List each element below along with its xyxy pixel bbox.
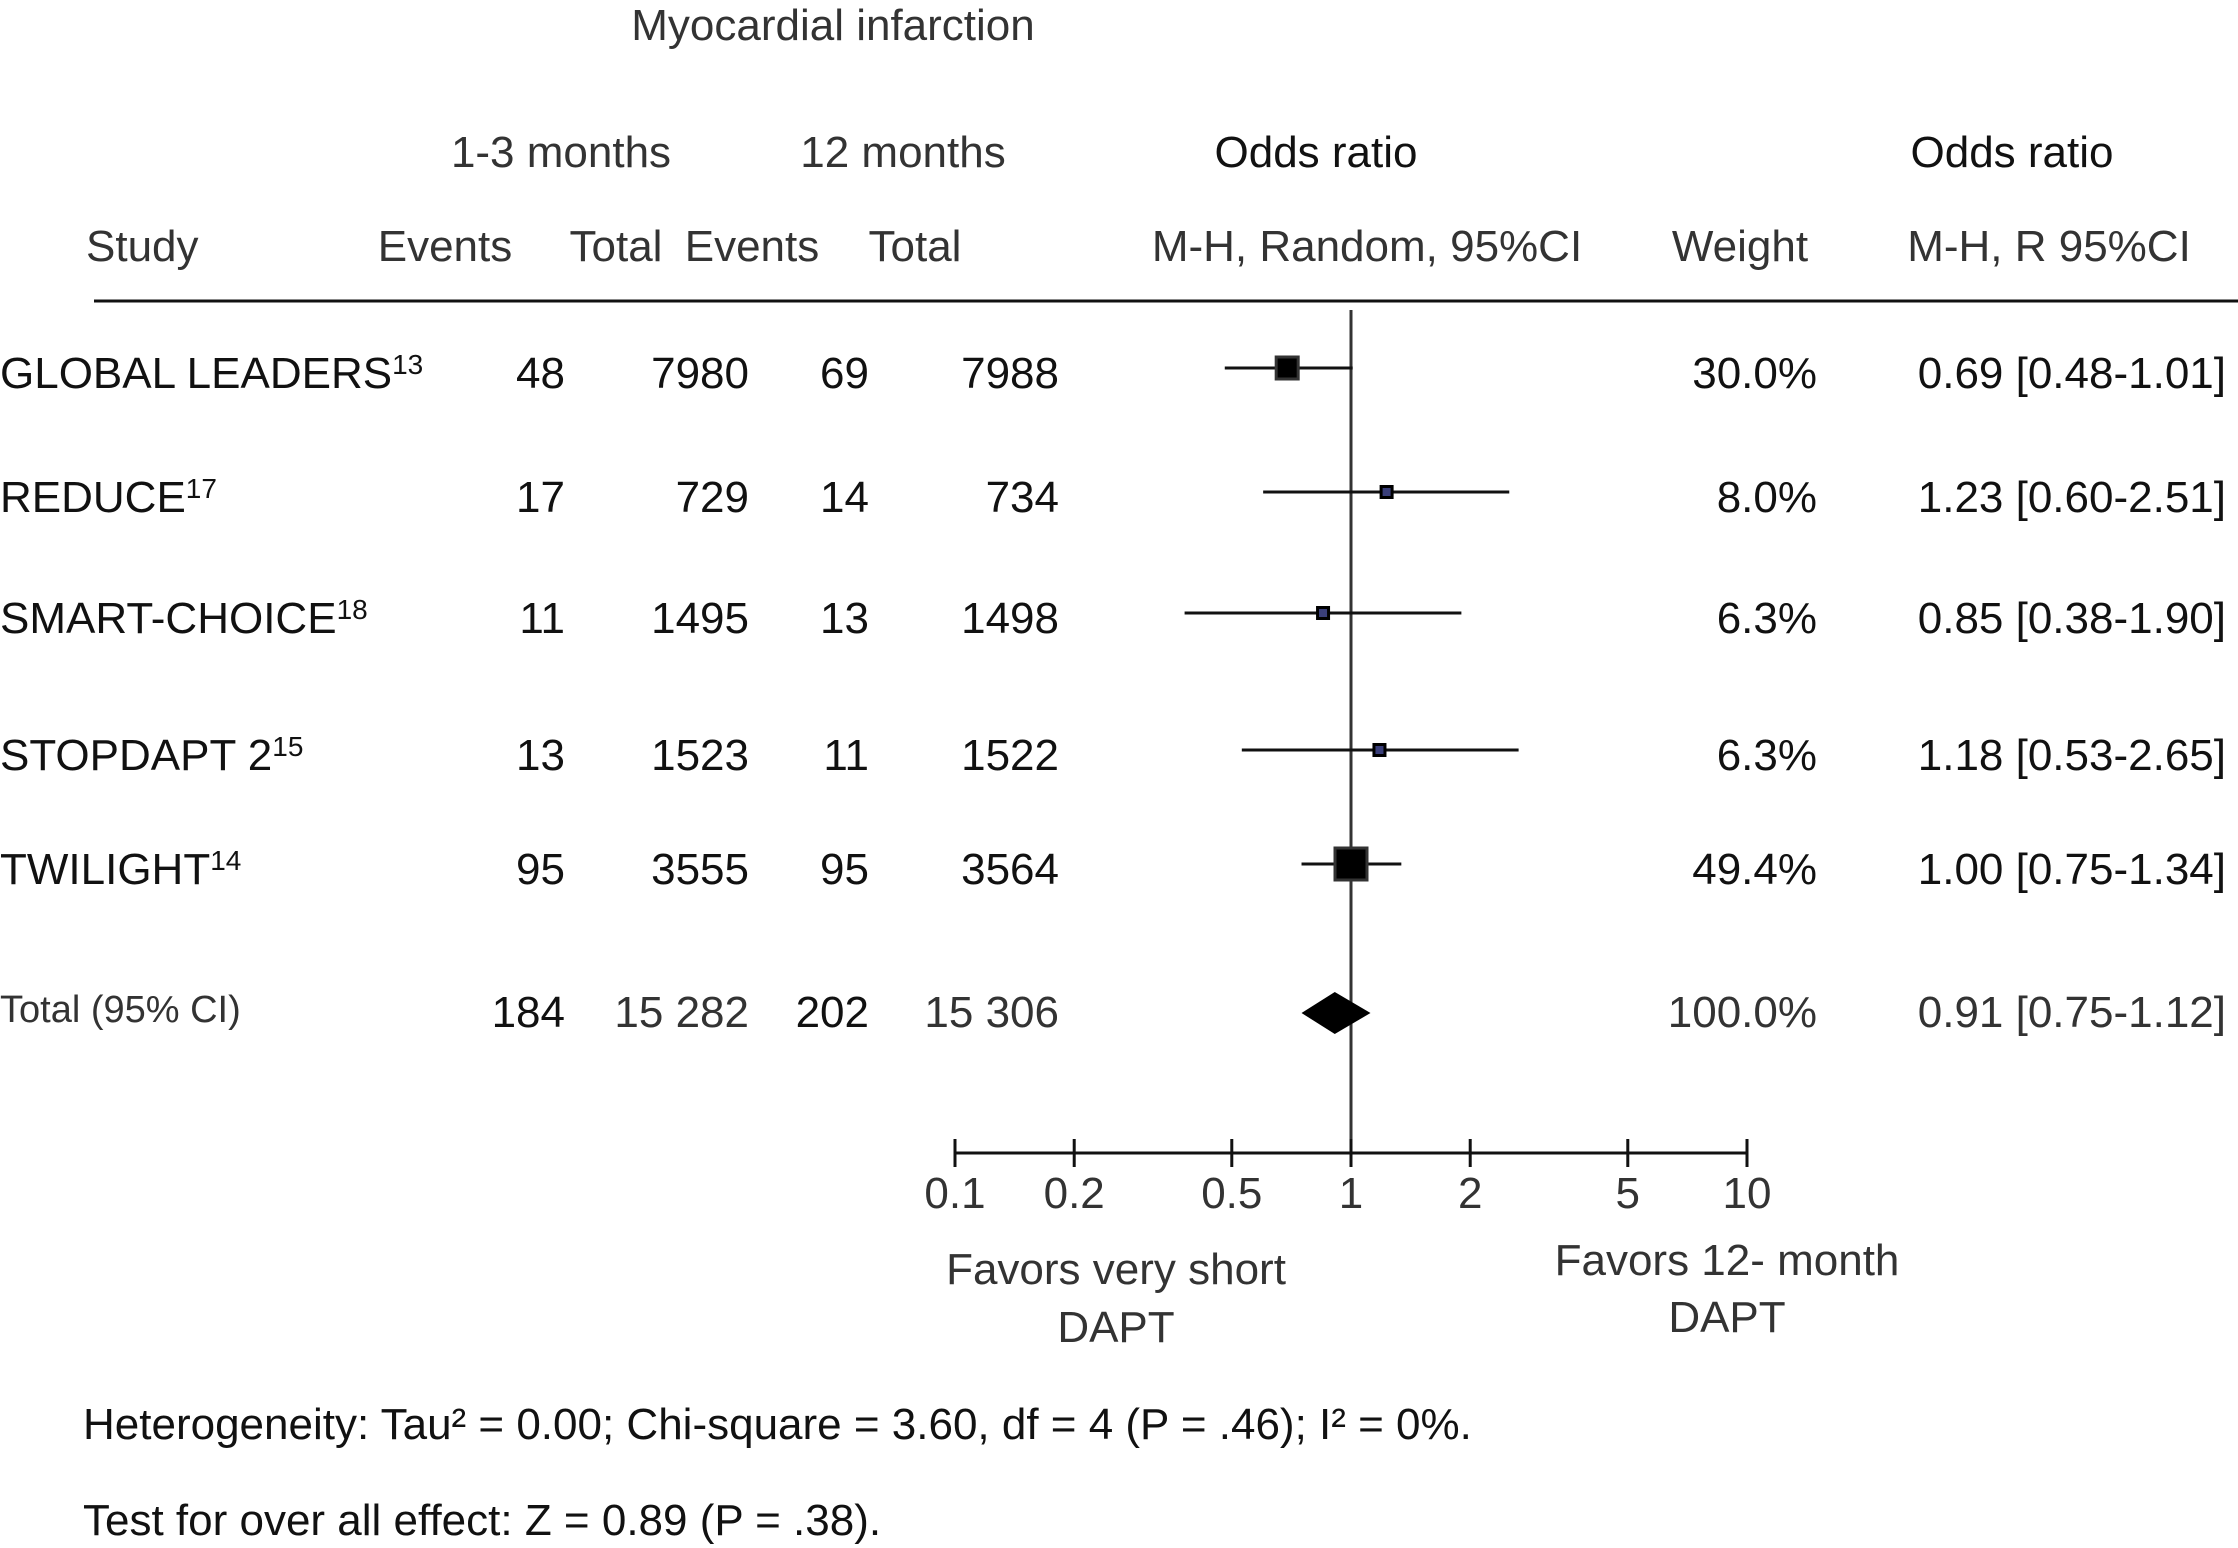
x-tick-label: 0.2 <box>1043 1169 1105 1218</box>
favors-right-line2: DAPT <box>1668 1293 1786 1342</box>
x-tick-label: 5 <box>1615 1169 1641 1218</box>
total-long: 7988 <box>961 349 1059 398</box>
events-short: 17 <box>516 473 565 522</box>
column-header-events: Events <box>684 222 820 271</box>
events-short: 48 <box>516 349 565 398</box>
point-estimate-box <box>1333 846 1369 882</box>
study-name: GLOBAL LEADERS13 <box>0 349 424 398</box>
group-header-long: 12 months <box>800 128 1006 177</box>
total-short: 729 <box>675 473 749 522</box>
study-name: STOPDAPT 215 <box>0 731 304 780</box>
point-estimate-box <box>1379 485 1394 499</box>
total-short: 3555 <box>651 845 749 894</box>
total-long-total: 15 306 <box>924 988 1059 1037</box>
pooled-estimate-diamond <box>1301 992 1371 1034</box>
weight: 6.3% <box>1716 731 1817 780</box>
events-long-total: 202 <box>795 988 869 1037</box>
odds-ratio-ci: 0.85 [0.38-1.90] <box>1917 594 2226 643</box>
total-short: 1495 <box>651 594 749 643</box>
events-long: 14 <box>820 473 869 522</box>
events-short-total: 184 <box>491 988 565 1037</box>
x-tick-label: 0.5 <box>1201 1169 1263 1218</box>
total-label: Total (95% CI) <box>0 989 241 1031</box>
x-tick-label: 10 <box>1722 1169 1772 1218</box>
column-header-study: Study <box>86 222 199 271</box>
weight: 6.3% <box>1716 594 1817 643</box>
study-reference: 15 <box>272 731 304 762</box>
total-short-total: 15 282 <box>614 988 749 1037</box>
study-reference: 17 <box>185 473 217 504</box>
weight: 8.0% <box>1716 473 1817 522</box>
total-short: 7980 <box>651 349 749 398</box>
odds-ratio-ci: 1.23 [0.60-2.51] <box>1917 473 2226 522</box>
point-estimate-box <box>1372 743 1387 757</box>
events-long: 11 <box>823 731 869 780</box>
column-header-events: Events <box>377 222 513 271</box>
favors-right-line1: Favors 12- month <box>1554 1236 1900 1285</box>
events-short: 11 <box>519 594 565 643</box>
column-header-weight: Weight <box>1671 222 1809 271</box>
total-long: 734 <box>985 473 1059 522</box>
events-short: 13 <box>516 731 565 780</box>
or-header-method: M-H, R 95%CI <box>1907 222 2191 271</box>
x-tick-label: 2 <box>1457 1169 1483 1218</box>
or-header-title: Odds ratio <box>1910 128 2114 177</box>
total-long: 1522 <box>961 731 1059 780</box>
total-long: 3564 <box>961 845 1059 894</box>
point-estimate-box <box>1316 606 1331 620</box>
study-reference: 13 <box>392 349 424 380</box>
column-header-total: Total <box>868 222 962 271</box>
x-tick-label: 1 <box>1338 1169 1364 1218</box>
study-name: TWILIGHT14 <box>0 845 242 894</box>
total-long: 1498 <box>961 594 1059 643</box>
overall-effect-text: Test for over all effect: Z = 0.89 (P = … <box>83 1496 882 1545</box>
events-long: 95 <box>820 845 869 894</box>
study-name: SMART-CHOICE18 <box>0 594 368 643</box>
favors-left-line1: Favors very short <box>946 1245 1286 1294</box>
events-short: 95 <box>516 845 565 894</box>
study-name: REDUCE17 <box>0 473 217 522</box>
plot-header-method: M-H, Random, 95%CI <box>1151 222 1583 271</box>
column-header-total: Total <box>569 222 663 271</box>
events-long: 13 <box>820 594 869 643</box>
odds-ratio-ci: 0.69 [0.48-1.01] <box>1917 349 2226 398</box>
chart-title: Myocardial infarction <box>631 1 1035 50</box>
heterogeneity-text: Heterogeneity: Tau² = 0.00; Chi-square =… <box>83 1400 1472 1449</box>
weight: 30.0% <box>1692 349 1817 398</box>
weight: 49.4% <box>1692 845 1817 894</box>
odds-ratio-ci: 1.18 [0.53-2.65] <box>1917 731 2226 780</box>
group-header-short: 1-3 months <box>450 128 672 177</box>
favors-left-line2: DAPT <box>1057 1303 1175 1352</box>
odds-ratio-ci: 1.00 [0.75-1.34] <box>1917 845 2226 894</box>
weight-total: 100.0% <box>1667 988 1817 1037</box>
odds-ratio-ci-total: 0.91 [0.75-1.12] <box>1917 988 2226 1037</box>
point-estimate-box <box>1274 355 1300 381</box>
events-long: 69 <box>820 349 869 398</box>
plot-header-title: Odds ratio <box>1214 128 1418 177</box>
x-tick-label: 0.1 <box>924 1169 986 1218</box>
study-reference: 18 <box>336 594 368 625</box>
total-short: 1523 <box>651 731 749 780</box>
study-reference: 14 <box>210 845 242 876</box>
